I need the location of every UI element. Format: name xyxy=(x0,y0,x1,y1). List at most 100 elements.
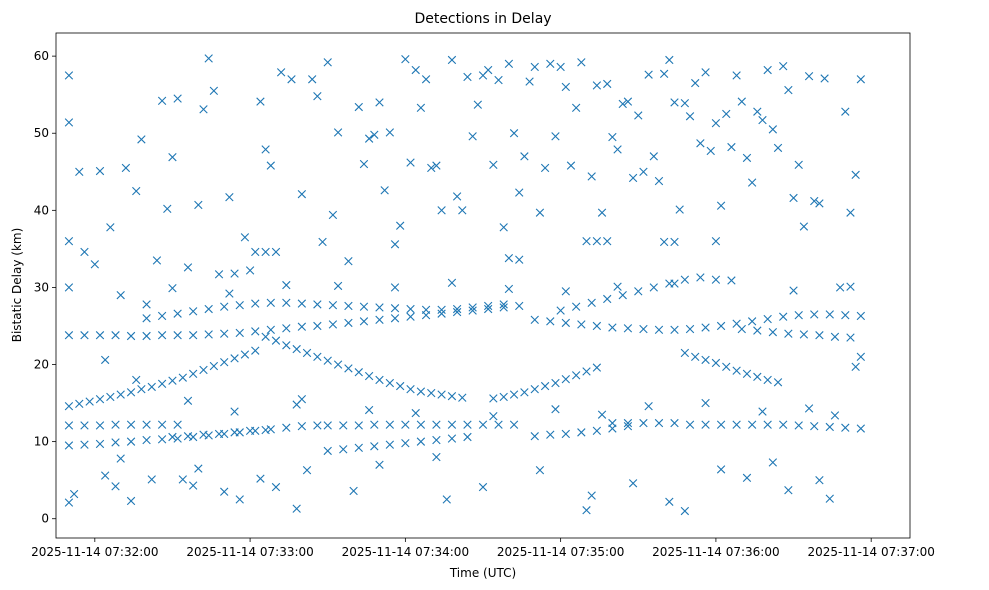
data-point-marker xyxy=(784,329,793,338)
data-point-marker xyxy=(230,428,239,437)
data-point-marker xyxy=(820,74,829,83)
x-tick-label: 2025-11-14 07:37:00 xyxy=(807,545,934,559)
data-point-marker xyxy=(851,170,860,180)
data-point-marker xyxy=(209,361,219,371)
data-point-marker xyxy=(390,240,400,249)
data-point-marker xyxy=(375,460,384,469)
data-point-marker xyxy=(220,487,229,496)
data-point-marker xyxy=(530,62,539,72)
data-point-marker xyxy=(427,163,436,173)
data-point-marker xyxy=(126,437,136,446)
data-point-marker xyxy=(64,236,74,246)
data-point-marker xyxy=(644,401,653,411)
data-point-marker xyxy=(235,300,244,310)
data-point-marker xyxy=(810,196,819,206)
data-point-marker xyxy=(354,102,363,112)
data-point-marker xyxy=(597,410,607,419)
data-point-marker xyxy=(458,206,467,215)
data-point-marker xyxy=(230,407,239,416)
data-point-marker xyxy=(297,299,307,308)
data-point-marker xyxy=(561,429,571,439)
data-point-marker xyxy=(137,385,146,394)
data-point-marker xyxy=(157,379,167,388)
data-point-marker xyxy=(856,352,866,362)
data-point-marker xyxy=(577,320,586,329)
data-point-marker xyxy=(354,421,363,430)
data-point-marker xyxy=(628,173,638,183)
data-point-marker xyxy=(339,445,348,454)
data-point-marker xyxy=(789,193,798,203)
data-point-marker xyxy=(665,497,674,506)
y-tick-label: 40 xyxy=(34,203,49,217)
data-point-marker xyxy=(654,325,664,335)
data-point-marker xyxy=(163,204,172,213)
data-point-marker xyxy=(768,125,778,134)
data-point-marker xyxy=(204,330,213,339)
data-point-marker xyxy=(582,506,591,515)
data-point-marker xyxy=(313,421,322,430)
data-point-marker xyxy=(240,233,250,242)
data-point-marker xyxy=(789,286,798,295)
data-point-marker xyxy=(437,206,446,215)
data-point-marker xyxy=(339,421,348,430)
data-point-marker xyxy=(582,236,591,246)
data-point-marker xyxy=(665,55,674,65)
data-point-marker xyxy=(758,115,767,125)
data-point-marker xyxy=(323,58,332,67)
data-point-marker xyxy=(142,435,151,445)
data-point-marker xyxy=(261,425,270,435)
data-point-marker xyxy=(323,421,332,430)
data-point-marker xyxy=(168,432,177,442)
data-point-marker xyxy=(535,465,545,475)
data-point-marker xyxy=(100,471,110,480)
data-point-marker xyxy=(763,375,772,385)
data-point-marker xyxy=(421,75,431,84)
data-point-marker xyxy=(282,423,291,432)
data-point-marker xyxy=(494,75,503,85)
data-point-marker xyxy=(489,411,498,421)
data-point-marker xyxy=(722,109,731,119)
data-point-marker xyxy=(592,426,602,436)
data-point-marker xyxy=(188,331,198,340)
data-point-marker xyxy=(282,341,291,350)
data-point-marker xyxy=(214,270,224,279)
data-point-marker xyxy=(768,327,778,337)
data-point-marker xyxy=(758,407,767,416)
data-point-marker xyxy=(437,390,446,399)
data-point-marker xyxy=(385,420,395,429)
data-point-marker xyxy=(483,304,493,314)
data-point-marker xyxy=(432,452,441,462)
data-point-marker xyxy=(804,71,814,81)
data-point-marker xyxy=(763,65,772,75)
data-point-marker xyxy=(515,255,524,264)
data-point-marker xyxy=(551,378,560,388)
data-point-marker xyxy=(458,393,467,402)
data-point-marker xyxy=(95,166,105,176)
data-point-marker xyxy=(297,422,307,431)
data-point-marker xyxy=(685,112,695,121)
data-point-marker xyxy=(64,118,74,127)
data-point-marker xyxy=(80,440,89,449)
data-point-marker xyxy=(214,429,224,439)
data-point-marker xyxy=(375,303,384,312)
data-point-marker xyxy=(100,355,110,365)
data-point-marker xyxy=(437,305,446,314)
data-point-marker xyxy=(375,375,384,385)
data-point-marker xyxy=(447,434,457,443)
data-point-marker xyxy=(670,98,679,107)
data-point-marker xyxy=(737,324,746,334)
data-point-marker xyxy=(768,458,778,467)
data-point-marker xyxy=(406,304,415,314)
data-point-marker xyxy=(468,306,477,315)
data-points xyxy=(64,54,866,516)
chart-title: Detections in Delay xyxy=(414,11,551,27)
data-point-marker xyxy=(364,134,374,143)
data-point-marker xyxy=(313,92,322,101)
data-point-marker xyxy=(370,420,379,429)
data-point-marker xyxy=(711,236,721,246)
data-point-marker xyxy=(271,247,281,257)
data-point-marker xyxy=(742,473,752,483)
y-axis-ticks: 0 10 20 30 40 50 60 xyxy=(34,49,56,526)
data-point-marker xyxy=(447,278,457,287)
